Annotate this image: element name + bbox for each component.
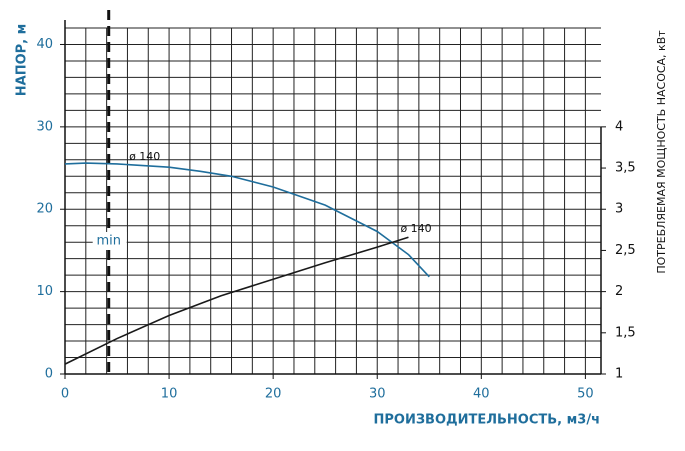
x-tick-label: 20: [265, 387, 282, 402]
y2-tick-label: 2: [615, 284, 623, 299]
series-label: ø 140: [400, 222, 431, 235]
x-tick-label: 30: [369, 387, 386, 402]
x-axis-label: ПРОИЗВОДИТЕЛЬНОСТЬ, м3/ч: [373, 413, 600, 428]
series-label: ø 140: [129, 150, 160, 163]
y2-axis-label: ПОТРЕБЛЯЕМАЯ МОЩНОСТЬ НАСОСА, кВт: [655, 30, 668, 274]
y2-tick-label: 1: [615, 367, 623, 382]
x-tick-label: 10: [161, 387, 178, 402]
y2-tick-label: 2,5: [615, 243, 636, 258]
y-tick-label: 20: [36, 202, 53, 217]
x-tick-label: 40: [473, 387, 490, 402]
y-tick-label: 40: [36, 37, 53, 52]
y2-tick-label: 3,5: [615, 161, 636, 176]
y2-tick-label: 3: [615, 202, 623, 217]
x-tick-label: 50: [577, 387, 594, 402]
y2-tick-label: 1,5: [615, 325, 636, 340]
x-tick-label: 0: [61, 387, 69, 402]
y-tick-label: 10: [36, 284, 53, 299]
y-tick-label: 0: [45, 367, 53, 382]
min-label: min: [96, 234, 121, 249]
series-line: [64, 236, 409, 365]
min-label-bg: [92, 232, 127, 250]
y-tick-label: 30: [36, 119, 53, 134]
y2-tick-label: 4: [615, 119, 623, 134]
y-axis-label: НАПОР, м: [15, 24, 30, 97]
series-line: [64, 162, 430, 278]
